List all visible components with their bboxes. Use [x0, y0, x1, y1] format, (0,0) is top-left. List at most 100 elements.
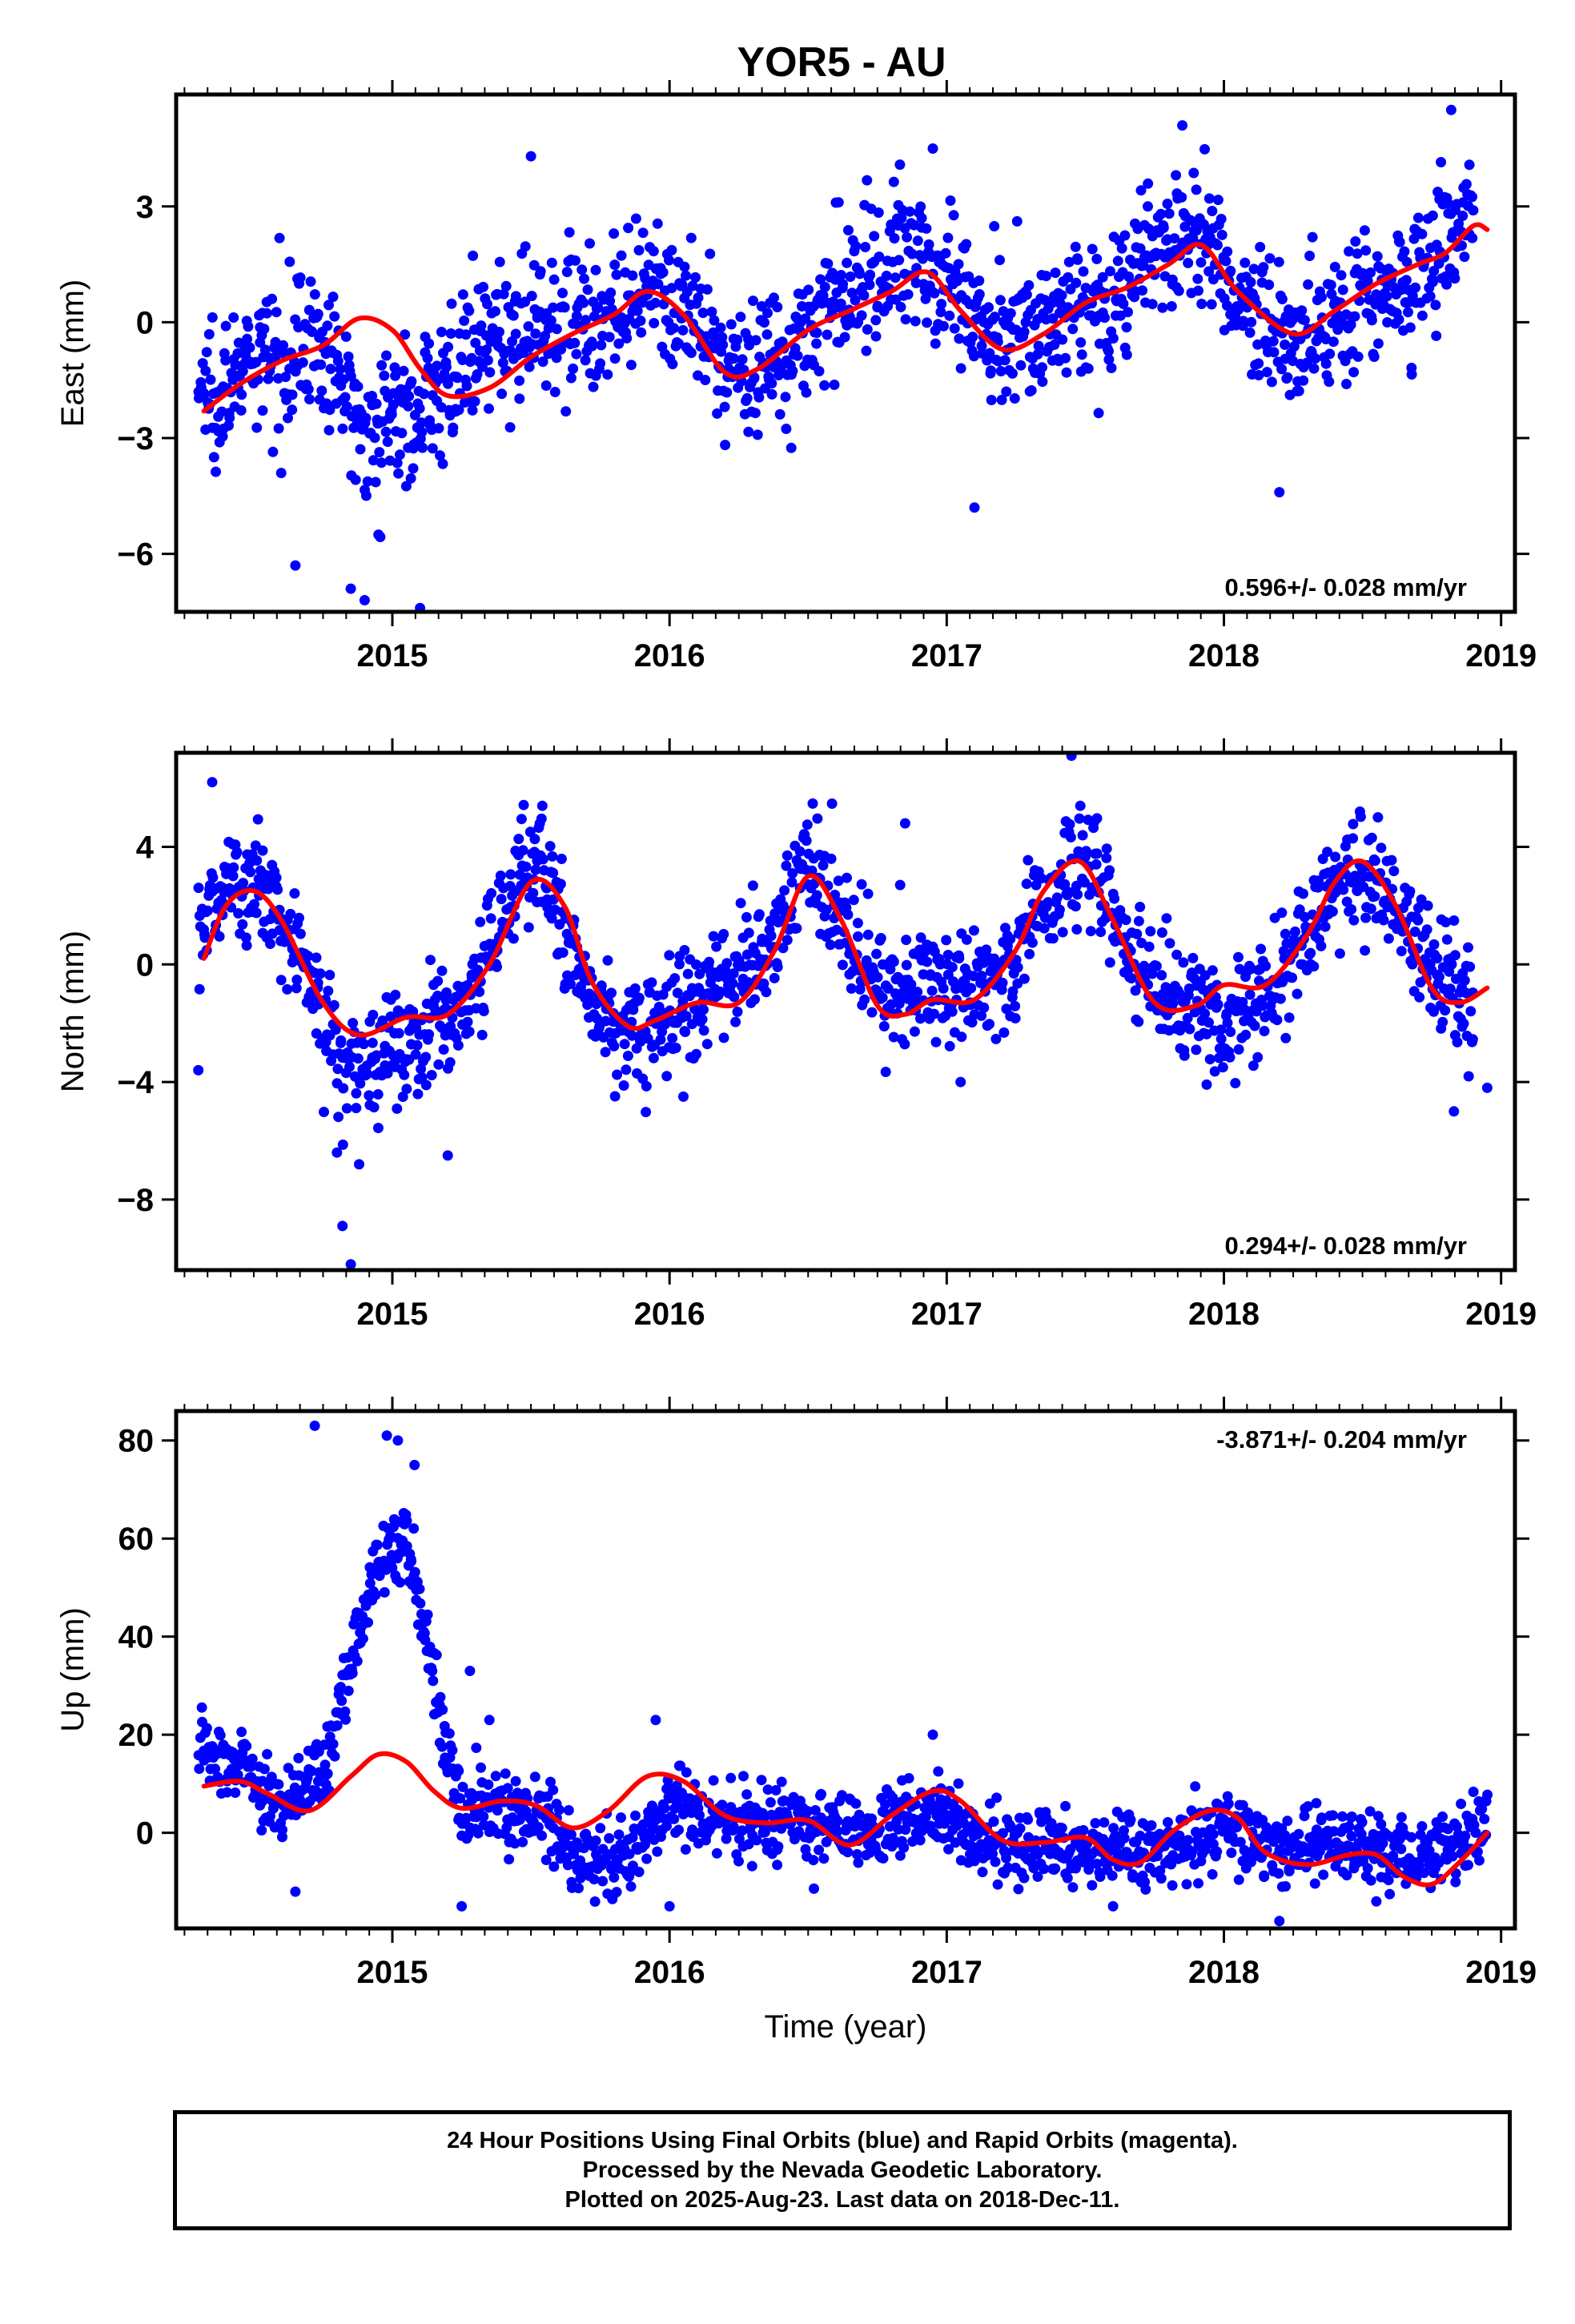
data-point — [457, 1781, 468, 1792]
data-point — [241, 940, 252, 951]
data-point — [769, 292, 779, 304]
data-point — [441, 987, 452, 998]
data-point — [389, 362, 400, 373]
data-point — [235, 405, 247, 416]
data-point — [435, 1691, 446, 1703]
data-point — [524, 361, 535, 372]
x-tick-label: 2018 — [1188, 638, 1260, 673]
data-point-outlier — [290, 1886, 301, 1897]
data-point — [769, 972, 780, 983]
data-point — [323, 300, 334, 311]
data-point — [232, 348, 243, 359]
data-point — [1005, 308, 1016, 319]
data-point — [633, 992, 645, 1003]
data-point — [686, 1019, 697, 1030]
data-point — [211, 466, 221, 477]
data-point — [1222, 246, 1233, 257]
data-point — [1091, 848, 1103, 859]
model-curve-up — [201, 1751, 1490, 1888]
data-point — [802, 819, 813, 830]
data-point — [335, 1682, 346, 1693]
data-point — [1460, 179, 1472, 190]
data-point — [352, 1655, 363, 1667]
data-point — [1245, 276, 1256, 287]
data-point — [464, 1026, 475, 1037]
data-point — [1246, 316, 1257, 328]
data-point — [1474, 1855, 1485, 1866]
data-point — [348, 1018, 359, 1028]
data-point — [873, 207, 884, 218]
data-point — [738, 1771, 749, 1782]
data-point — [1452, 1036, 1463, 1047]
data-point — [322, 1768, 333, 1779]
data-point — [850, 295, 861, 306]
data-point — [1456, 1799, 1467, 1809]
data-point — [773, 1841, 784, 1852]
data-point — [865, 269, 876, 280]
data-point — [1212, 999, 1223, 1010]
data-point — [743, 927, 754, 939]
data-point — [597, 1876, 609, 1887]
data-point — [721, 387, 733, 398]
data-point — [1414, 991, 1425, 1003]
data-point — [1388, 1850, 1399, 1861]
data-point — [1104, 957, 1115, 968]
data-point — [912, 235, 923, 247]
x-tick-label: 2017 — [911, 1955, 982, 1990]
data-point — [1125, 1814, 1136, 1825]
data-point — [1366, 315, 1377, 326]
data-point — [737, 354, 748, 365]
data-point — [325, 364, 336, 375]
data-point — [618, 1080, 629, 1091]
data-point — [1290, 926, 1300, 937]
data-point — [1309, 1878, 1320, 1889]
data-point — [609, 259, 621, 271]
data-point-outlier — [373, 529, 384, 541]
data-point — [589, 1874, 600, 1885]
data-point — [1384, 1888, 1396, 1900]
data-point — [1244, 1815, 1255, 1827]
data-point — [772, 1860, 783, 1871]
data-point — [549, 387, 560, 397]
data-point — [1303, 279, 1314, 290]
data-point — [529, 834, 540, 845]
data-point — [735, 898, 746, 909]
data-point — [806, 865, 818, 876]
data-point — [613, 1829, 625, 1840]
data-point — [1076, 349, 1087, 360]
data-point — [1409, 927, 1420, 937]
data-point — [1316, 940, 1327, 951]
data-point — [548, 302, 559, 313]
data-point — [1057, 334, 1068, 345]
data-point — [1260, 960, 1272, 971]
data-point — [311, 952, 322, 963]
data-point — [440, 361, 452, 372]
data-point — [1077, 830, 1088, 841]
data-point — [728, 968, 739, 979]
data-point — [324, 970, 335, 980]
data-point — [819, 380, 830, 391]
data-point — [712, 408, 723, 419]
data-point — [306, 1766, 317, 1777]
data-point — [720, 440, 731, 451]
data-point — [1372, 812, 1384, 823]
data-point — [968, 351, 979, 362]
data-point — [995, 366, 1006, 376]
data-point — [1440, 1005, 1451, 1016]
data-point — [329, 1751, 340, 1762]
data-point — [1037, 376, 1048, 388]
rate-label: -3.871+/- 0.204 mm/yr — [1216, 1425, 1467, 1454]
data-point — [669, 973, 681, 984]
data-point — [743, 426, 754, 437]
data-point — [787, 868, 798, 879]
data-point — [1176, 191, 1187, 203]
data-point — [494, 327, 504, 337]
data-point — [510, 1775, 521, 1787]
data-point — [1450, 1876, 1461, 1888]
data-point — [1063, 256, 1075, 267]
data-point — [935, 307, 946, 318]
data-point — [1355, 811, 1366, 822]
data-point — [996, 394, 1007, 405]
data-point — [1264, 253, 1276, 264]
caption-line-3: Plotted on 2025-Aug-23. Last data on 201… — [565, 2186, 1120, 2213]
